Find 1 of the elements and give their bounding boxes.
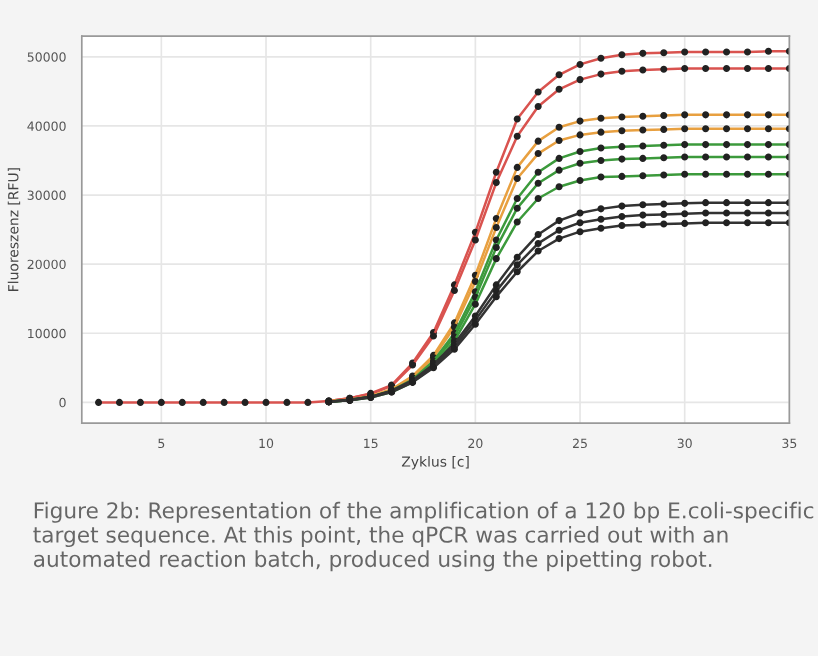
caption: Figure 2b: Representation of the amplification of a 120 bp E.coli-specific target sequence. At this point, the qPCR was carried out with an automated reaction batch, produced using the pipetting robot. (33, 501, 814, 572)
